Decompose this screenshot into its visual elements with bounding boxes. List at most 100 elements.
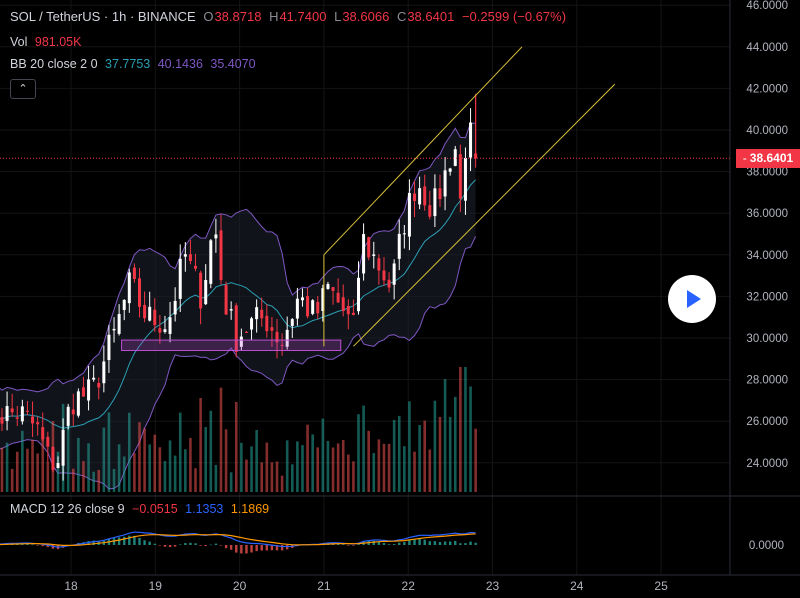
macd-histogram-bar (265, 545, 269, 551)
volume-bar (184, 449, 187, 492)
price-tick-label: 42.0000 (746, 83, 788, 95)
last-price-tag: -38.6401 (736, 149, 800, 168)
macd-histogram-bar (357, 544, 360, 545)
macd-histogram-bar (408, 539, 411, 545)
candle-body (341, 297, 345, 312)
volume-bar (158, 447, 162, 492)
candle-body (311, 300, 315, 314)
candle-body (331, 287, 335, 291)
candle-body (397, 233, 401, 259)
candle-body (87, 379, 91, 401)
volume-bar (148, 444, 151, 492)
candle-body (255, 307, 259, 320)
macd-histogram-bar (285, 545, 289, 550)
macd-histogram-bar (372, 540, 375, 545)
candle-body (362, 234, 366, 274)
volume-bar (5, 442, 9, 492)
volume-bar (290, 464, 294, 492)
bollinger-upper-value: 40.1436 (157, 57, 203, 71)
macd-signal-line (0, 533, 476, 547)
price-tick-label: 46.0000 (746, 0, 788, 12)
volume-bar (433, 400, 437, 492)
macd-histogram-bar (128, 535, 131, 545)
volume-bar (36, 453, 39, 492)
candle-body (239, 336, 243, 347)
volume-bar (224, 429, 228, 492)
candle-body (15, 417, 19, 419)
volume-bar (102, 427, 106, 492)
macd-tick-label: 0.0000 (749, 540, 784, 552)
volume-bar (41, 430, 45, 492)
macd-histogram-bar (153, 543, 156, 545)
macd-histogram-bar (438, 542, 442, 545)
volume-bar (275, 461, 279, 492)
volume-bar (97, 469, 101, 492)
candle-body (351, 312, 355, 316)
volume-bar (240, 442, 243, 492)
candle-body (458, 154, 462, 199)
volume-bar (194, 468, 197, 492)
candle-body (168, 317, 172, 334)
symbol-title[interactable]: SOL / TetherUS · 1h · BINANCE (10, 9, 196, 24)
candle-body (0, 417, 4, 424)
candle-body (127, 272, 131, 304)
channel-lower-line (353, 83, 616, 347)
macd-legend[interactable]: MACD 12 26 close 9 −0.0515 1.1353 1.1869 (10, 502, 273, 516)
macd-histogram-bar (433, 541, 437, 545)
volume-bar (453, 396, 457, 492)
volume-bar (0, 447, 4, 492)
replay-play-button[interactable] (668, 275, 716, 323)
volume-bar (403, 446, 406, 492)
candle-body (132, 267, 136, 279)
bollinger-legend[interactable]: BB 20 close 2 0 37.7753 40.1436 35.4070 (10, 57, 260, 71)
macd-line-value: 1.1353 (185, 502, 224, 516)
macd-histogram-bar (224, 545, 228, 549)
volume-bar (392, 419, 396, 492)
volume-bar (423, 420, 427, 492)
volume-bar (321, 418, 325, 492)
macd-histogram-bar (459, 543, 462, 545)
price-tick-label: 44.0000 (746, 42, 788, 54)
macd-histogram-bar (382, 542, 386, 545)
candle-body (97, 382, 101, 388)
candle-body (183, 254, 187, 257)
candle-body (71, 409, 75, 415)
candle-body (306, 296, 310, 317)
candle-body (372, 254, 376, 256)
volume-bar (459, 367, 462, 492)
macd-histogram-bar (133, 535, 136, 545)
low-value: 38.6066 (342, 9, 390, 24)
candle-body (224, 284, 228, 315)
collapse-legend-button[interactable]: ⌃ (10, 79, 36, 99)
candle-body (81, 387, 85, 397)
volume-legend[interactable]: Vol 981.05K (10, 35, 85, 49)
volume-bar (413, 451, 416, 492)
chevron-up-icon: ⌃ (18, 83, 28, 95)
candle-body (382, 270, 386, 281)
macd-histogram-bar (138, 537, 141, 545)
volume-bar (87, 443, 90, 492)
volume-bar (372, 453, 376, 492)
candle-body (423, 186, 427, 206)
volume-bar (66, 422, 70, 492)
volume-bar (270, 462, 274, 492)
volume-bar (265, 442, 269, 492)
macd-histogram-bar (469, 541, 472, 545)
candle-body (433, 188, 437, 217)
macd-histogram-bar (403, 542, 406, 545)
macd-histogram-bar (179, 544, 182, 546)
candle-body (51, 446, 55, 470)
candle-body (265, 315, 269, 332)
low-key: L (334, 9, 342, 24)
bollinger-upper-line (0, 122, 476, 393)
volume-bar (46, 461, 50, 492)
macd-histogram-bar (46, 545, 50, 548)
candle-body (300, 297, 304, 301)
candle-body (244, 331, 248, 333)
macd-histogram-bar (275, 545, 279, 551)
macd-histogram-bar (184, 543, 187, 545)
candle-body (387, 279, 391, 288)
high-key: H (269, 9, 279, 24)
